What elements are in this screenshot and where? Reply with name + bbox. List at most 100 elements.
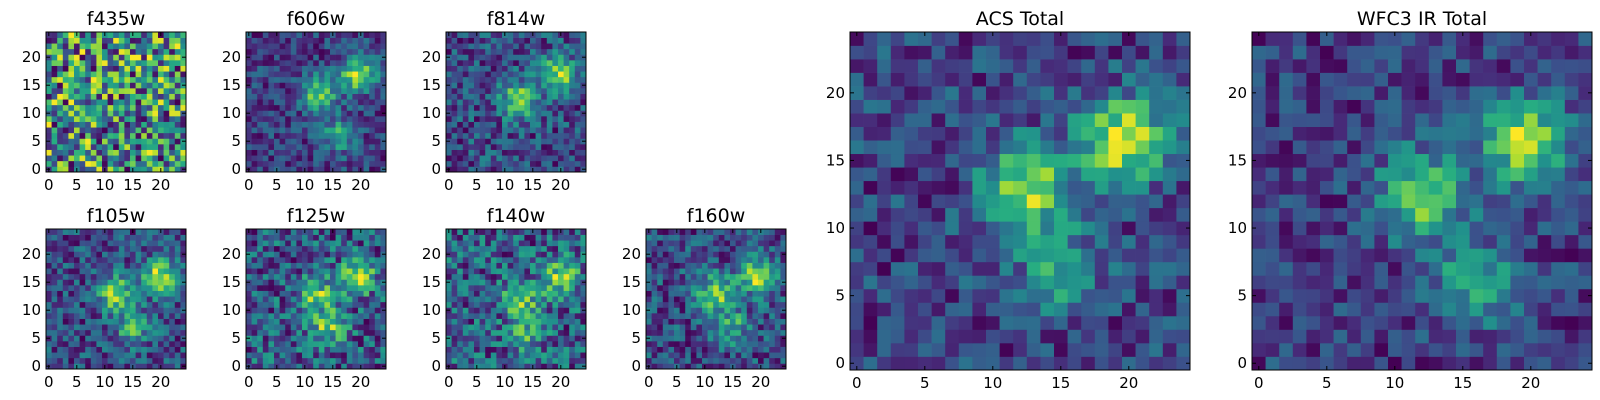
heatmap-cell [318,363,325,370]
heatmap-cell [135,166,142,173]
heatmap-cell [90,240,97,247]
heatmap-cell [330,88,336,94]
heatmap-cell [502,290,508,297]
heatmap-cell [513,65,520,72]
heatmap-cell [352,144,359,150]
heatmap-cell [146,88,153,94]
heatmap-cell [574,324,581,331]
heatmap-cell [257,307,264,314]
heatmap-cell [285,229,292,235]
heatmap-cell [79,166,86,173]
heatmap-cell [662,251,669,258]
heatmap-cell [358,307,364,314]
heatmap-cell [507,245,514,252]
heatmap-cell [485,149,492,156]
heatmap-cell [363,346,370,353]
heatmap-cell [274,132,280,139]
heatmap-cell [169,335,176,342]
heatmap-cell [163,155,170,162]
heatmap-cell [346,262,353,269]
heatmap-cell [462,229,469,235]
heatmap-cell [135,71,142,78]
heatmap-cell [262,60,269,66]
heatmap-cell [707,357,714,364]
heatmap-cell [313,335,320,342]
heatmap-cell [780,346,787,353]
heatmap-cell [580,99,587,106]
heatmap-cell [135,357,142,364]
heatmap-cell [307,352,314,359]
heatmap-cell [451,93,458,100]
heatmap-cell [945,167,960,182]
heatmap-cell [274,329,280,336]
heatmap-cell [918,261,932,276]
heatmap-cell [124,307,131,314]
heatmap-cell [457,273,464,280]
heatmap-cell [518,48,525,55]
heatmap-cell [507,324,514,331]
heatmap-cell [346,60,353,66]
y-tick-label: 20 [422,48,441,66]
heatmap-cell [530,285,536,291]
heatmap-cell [730,268,736,275]
heatmap-cell [85,48,92,55]
heatmap-cell [118,43,125,50]
heatmap-cell [262,346,269,353]
heatmap-cell [174,144,181,150]
heatmap-cell [279,76,286,83]
heatmap-cell [79,352,86,359]
heatmap-cell [657,313,664,319]
heatmap-cell [574,341,581,347]
heatmap-cell [313,32,320,38]
x-tick-label: 20 [551,176,570,194]
heatmap-cell [713,357,720,364]
heatmap-cell [313,43,320,50]
heatmap-cell [462,43,469,50]
heatmap-cell [363,273,370,280]
heatmap-cell [462,132,469,139]
heatmap-cell [530,296,536,303]
heatmap-cell [563,251,570,258]
heatmap-cell [535,132,542,139]
heatmap-cell [174,32,181,38]
heatmap-cell [541,363,548,370]
heatmap-cell [146,37,153,44]
heatmap-cell [352,363,359,370]
heatmap-cell [374,104,381,111]
heatmap-cell [262,71,269,78]
heatmap-cell [507,166,514,173]
heatmap-cell [1013,356,1028,371]
heatmap-cell [279,43,286,50]
heatmap-cell [341,346,348,353]
heatmap-cell [707,285,714,291]
heatmap-cell [274,37,280,44]
heatmap-cell [763,273,770,280]
heatmap-cell [324,301,331,308]
heatmap-cell [318,279,325,286]
heatmap-cell [107,43,114,50]
heatmap-cell [46,324,52,331]
heatmap-cell [718,363,725,370]
heatmap-cell [330,82,336,89]
heatmap-cell [468,116,475,122]
heatmap-cell [758,301,764,308]
heatmap-cell [62,363,69,370]
heatmap-cell [268,166,275,173]
heatmap-cell [752,318,759,325]
heatmap-cell [51,262,58,269]
heatmap-cell [107,335,114,342]
heatmap-cell [513,99,520,106]
heatmap-cell [102,352,108,359]
heatmap-cell [1094,248,1109,263]
heatmap-cell [346,99,353,106]
heatmap-cell [462,318,469,325]
heatmap-cell [296,32,303,38]
heatmap-cell [890,342,905,357]
heatmap-cell [530,43,536,50]
heatmap-cell [335,313,342,319]
heatmap-cell [124,37,131,44]
heatmap-cell [945,275,960,290]
heatmap-cell [51,229,58,235]
heatmap-cell [668,285,675,291]
heatmap-cell [174,110,181,117]
